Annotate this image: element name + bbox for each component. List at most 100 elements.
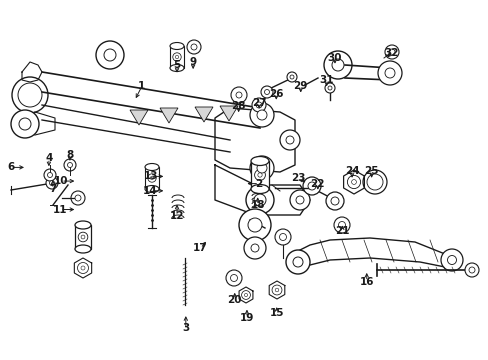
- Circle shape: [251, 98, 265, 112]
- Circle shape: [230, 274, 237, 282]
- Text: 2: 2: [255, 179, 262, 189]
- Circle shape: [186, 40, 201, 54]
- Ellipse shape: [145, 185, 159, 193]
- Polygon shape: [289, 238, 454, 270]
- Bar: [145, 167, 159, 189]
- Circle shape: [75, 195, 81, 201]
- Circle shape: [333, 217, 349, 233]
- Text: 25: 25: [364, 166, 378, 176]
- Text: 13: 13: [143, 171, 158, 181]
- Text: 26: 26: [268, 89, 283, 99]
- Circle shape: [64, 159, 76, 171]
- Circle shape: [362, 170, 386, 194]
- Circle shape: [366, 174, 382, 190]
- Circle shape: [249, 103, 273, 127]
- Bar: [250, 161, 268, 189]
- Circle shape: [253, 194, 265, 206]
- Text: 7: 7: [49, 184, 57, 194]
- Text: 12: 12: [169, 211, 184, 221]
- Circle shape: [22, 87, 38, 103]
- Text: 27: 27: [251, 98, 266, 108]
- Text: 32: 32: [383, 48, 398, 58]
- Text: 8: 8: [66, 150, 73, 160]
- Circle shape: [440, 249, 462, 271]
- Text: 9: 9: [189, 57, 196, 67]
- Polygon shape: [18, 112, 55, 135]
- Text: 19: 19: [239, 312, 254, 323]
- Circle shape: [191, 44, 197, 50]
- Circle shape: [247, 218, 262, 232]
- Circle shape: [244, 293, 247, 297]
- Circle shape: [377, 61, 401, 85]
- Ellipse shape: [250, 184, 268, 194]
- Circle shape: [71, 191, 85, 205]
- Text: 3: 3: [182, 323, 189, 333]
- Text: 30: 30: [327, 53, 342, 63]
- Circle shape: [150, 176, 153, 180]
- Text: 14: 14: [143, 186, 158, 196]
- Circle shape: [285, 250, 309, 274]
- Text: 5: 5: [173, 60, 180, 70]
- Circle shape: [280, 130, 299, 150]
- Circle shape: [241, 291, 250, 300]
- Text: 31: 31: [319, 75, 333, 85]
- Text: 21: 21: [334, 226, 349, 236]
- Circle shape: [19, 118, 31, 130]
- Circle shape: [18, 83, 42, 107]
- Circle shape: [49, 180, 54, 185]
- Circle shape: [338, 221, 345, 229]
- Ellipse shape: [170, 42, 183, 49]
- Polygon shape: [130, 110, 148, 125]
- Ellipse shape: [250, 157, 268, 166]
- Circle shape: [279, 234, 286, 240]
- Circle shape: [81, 266, 85, 270]
- Bar: [170, 46, 183, 68]
- Circle shape: [147, 174, 156, 182]
- Polygon shape: [74, 258, 91, 278]
- Circle shape: [77, 262, 88, 274]
- Circle shape: [250, 244, 259, 252]
- Circle shape: [285, 136, 293, 144]
- Ellipse shape: [145, 163, 159, 171]
- Circle shape: [104, 49, 116, 61]
- Bar: [75, 225, 91, 249]
- Circle shape: [292, 257, 303, 267]
- Text: 22: 22: [310, 179, 325, 189]
- Circle shape: [286, 72, 296, 82]
- Circle shape: [96, 41, 124, 69]
- Text: 10: 10: [54, 176, 68, 186]
- Circle shape: [11, 110, 39, 138]
- Circle shape: [325, 83, 334, 93]
- Circle shape: [47, 172, 52, 177]
- Text: 17: 17: [193, 243, 207, 253]
- Circle shape: [44, 169, 56, 181]
- Text: 28: 28: [231, 101, 245, 111]
- Circle shape: [307, 182, 315, 190]
- Circle shape: [325, 192, 343, 210]
- Polygon shape: [269, 281, 284, 299]
- Circle shape: [236, 92, 242, 98]
- Circle shape: [225, 270, 242, 286]
- Circle shape: [254, 170, 265, 180]
- Text: 24: 24: [344, 166, 359, 176]
- Circle shape: [244, 237, 265, 259]
- Circle shape: [331, 59, 343, 71]
- Circle shape: [256, 102, 262, 108]
- Circle shape: [324, 51, 351, 79]
- Polygon shape: [195, 107, 213, 122]
- Circle shape: [67, 162, 72, 167]
- Circle shape: [257, 163, 266, 173]
- Circle shape: [330, 197, 338, 205]
- Polygon shape: [215, 165, 309, 215]
- Ellipse shape: [170, 64, 183, 72]
- Circle shape: [384, 45, 398, 59]
- Circle shape: [388, 49, 394, 55]
- Polygon shape: [215, 108, 294, 172]
- Circle shape: [327, 86, 331, 90]
- Circle shape: [249, 156, 273, 180]
- Polygon shape: [220, 106, 238, 121]
- Circle shape: [274, 229, 290, 245]
- Text: 18: 18: [250, 200, 264, 210]
- Polygon shape: [239, 287, 252, 303]
- Text: 29: 29: [293, 81, 307, 91]
